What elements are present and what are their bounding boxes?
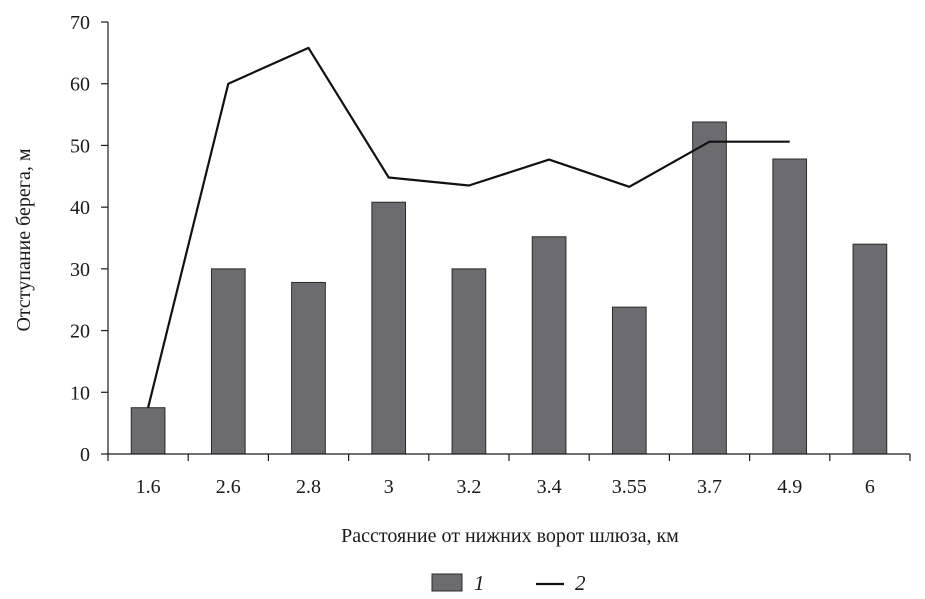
y-tick-label: 30 bbox=[70, 259, 90, 281]
y-tick-label: 40 bbox=[70, 197, 90, 219]
legend-swatch-bar bbox=[431, 573, 463, 592]
x-tick-label: 3 bbox=[384, 476, 394, 498]
x-axis-label: Расстояние от нижних ворот шлюза, км bbox=[341, 525, 679, 547]
x-tick-label: 2.6 bbox=[216, 476, 241, 498]
legend: 1 2 bbox=[431, 571, 586, 595]
bar-3.55 bbox=[611, 306, 647, 455]
x-axis-ticks: 1.6 2.6 2.8 3 3.2 3.4 3.55 3.7 4.9 6 bbox=[107, 454, 911, 498]
bar-2.6 bbox=[210, 268, 246, 455]
y-tick-label: 70 bbox=[70, 12, 90, 34]
x-tick-label: 6 bbox=[865, 476, 875, 498]
y-axis-label: Отступание берега, м bbox=[13, 148, 35, 331]
bar-3.4 bbox=[531, 236, 567, 455]
bar-2.8 bbox=[291, 281, 326, 455]
x-tick-label: 2.8 bbox=[296, 476, 321, 498]
bar-3.2 bbox=[451, 268, 487, 455]
bar-3 bbox=[371, 201, 407, 455]
y-axis-ticks: 0 10 20 30 40 50 60 70 bbox=[70, 12, 108, 466]
bar-4.9 bbox=[772, 158, 808, 455]
y-tick-label: 20 bbox=[70, 321, 90, 343]
y-tick-label: 50 bbox=[70, 135, 90, 157]
legend-label-bar: 1 bbox=[474, 571, 485, 595]
bar-series-1 bbox=[130, 121, 888, 455]
x-tick-label: 3.55 bbox=[612, 476, 647, 498]
y-tick-label: 0 bbox=[80, 444, 90, 466]
bar-6 bbox=[852, 243, 888, 455]
y-tick-label: 10 bbox=[70, 382, 90, 404]
bar-1.6 bbox=[130, 407, 166, 455]
x-tick-label: 1.6 bbox=[136, 476, 161, 498]
line-series-2 bbox=[147, 46, 790, 408]
x-tick-label: 3.2 bbox=[456, 476, 481, 498]
x-tick-label: 3.4 bbox=[537, 476, 562, 498]
bar-3.7 bbox=[692, 121, 727, 455]
legend-label-line: 2 bbox=[575, 571, 586, 595]
y-tick-label: 60 bbox=[70, 74, 90, 96]
x-tick-label: 3.7 bbox=[697, 476, 722, 498]
x-tick-label: 4.9 bbox=[777, 476, 802, 498]
